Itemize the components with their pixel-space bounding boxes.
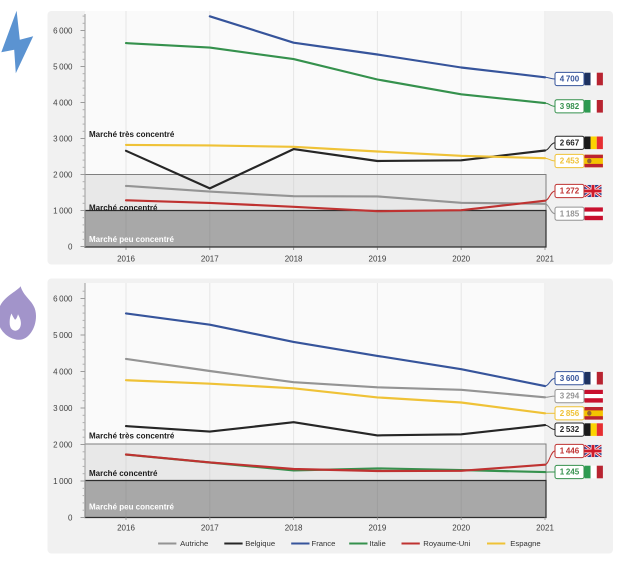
svg-text:1 272: 1 272 [560, 187, 580, 196]
svg-text:6 000: 6 000 [53, 26, 73, 35]
svg-text:2 667: 2 667 [560, 138, 580, 147]
svg-text:2019: 2019 [369, 524, 387, 533]
svg-text:4 700: 4 700 [560, 75, 580, 84]
svg-text:1 245: 1 245 [560, 468, 580, 477]
svg-text:Italie: Italie [370, 539, 386, 548]
svg-text:Autriche: Autriche [180, 539, 208, 548]
svg-text:Belgique: Belgique [245, 539, 275, 548]
svg-text:Marché peu concentré: Marché peu concentré [89, 503, 174, 512]
svg-text:2 000: 2 000 [53, 170, 73, 179]
svg-text:2021: 2021 [536, 255, 554, 264]
svg-text:2020: 2020 [452, 255, 470, 264]
svg-text:Marché concentré: Marché concentré [89, 469, 158, 478]
svg-text:2 532: 2 532 [560, 425, 580, 434]
svg-text:3 000: 3 000 [53, 134, 73, 143]
svg-text:2016: 2016 [117, 255, 135, 264]
svg-text:5 000: 5 000 [53, 331, 73, 340]
svg-text:5 000: 5 000 [53, 62, 73, 71]
svg-text:Marché concentré: Marché concentré [89, 204, 158, 213]
svg-text:Espagne: Espagne [510, 539, 540, 548]
svg-text:2 453: 2 453 [560, 157, 580, 166]
svg-text:1 000: 1 000 [53, 206, 73, 215]
svg-text:2 000: 2 000 [53, 440, 73, 449]
svg-text:Marché très concentré: Marché très concentré [89, 432, 175, 441]
svg-text:2019: 2019 [369, 255, 387, 264]
svg-text:2018: 2018 [285, 524, 303, 533]
svg-text:2017: 2017 [201, 255, 219, 264]
svg-text:3 000: 3 000 [53, 404, 73, 413]
svg-text:France: France [312, 539, 336, 548]
svg-text:Marché très concentré: Marché très concentré [89, 130, 175, 139]
svg-text:1 185: 1 185 [560, 209, 580, 218]
svg-text:Royaume-Uni: Royaume-Uni [423, 539, 470, 548]
svg-text:4 000: 4 000 [53, 98, 73, 107]
svg-text:Marché peu concentré: Marché peu concentré [89, 235, 174, 244]
svg-text:2018: 2018 [285, 255, 303, 264]
svg-text:0: 0 [68, 513, 73, 522]
svg-text:4 000: 4 000 [53, 367, 73, 376]
svg-text:2020: 2020 [452, 524, 470, 533]
svg-text:2021: 2021 [536, 524, 554, 533]
svg-text:0: 0 [68, 242, 73, 251]
svg-text:3 600: 3 600 [560, 374, 580, 383]
svg-text:6 000: 6 000 [53, 294, 73, 303]
svg-text:2016: 2016 [117, 524, 135, 533]
svg-text:1 000: 1 000 [53, 477, 73, 486]
svg-text:1 446: 1 446 [560, 447, 580, 456]
svg-text:3 982: 3 982 [560, 102, 580, 111]
svg-text:2 856: 2 856 [560, 409, 580, 418]
svg-text:3 294: 3 294 [560, 392, 580, 401]
svg-text:2017: 2017 [201, 524, 219, 533]
